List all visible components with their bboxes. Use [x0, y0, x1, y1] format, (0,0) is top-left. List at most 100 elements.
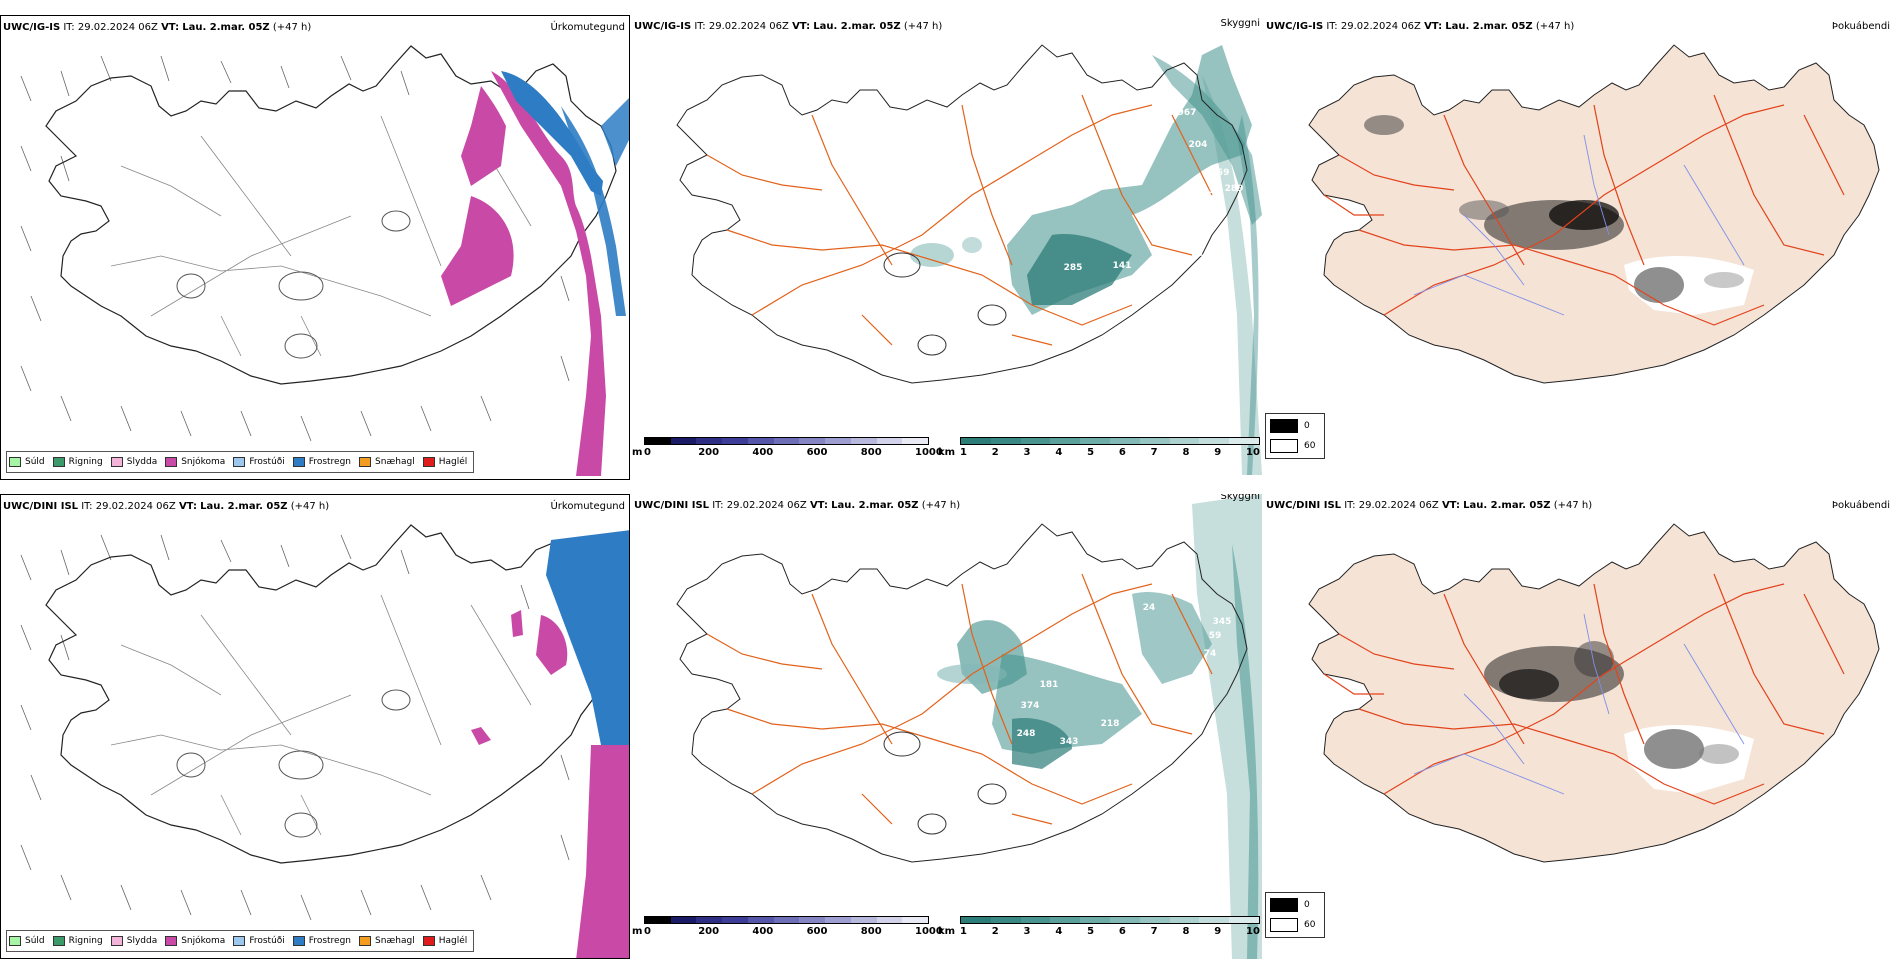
svg-text:200: 200 — [1057, 657, 1076, 667]
scale-swatch — [645, 438, 671, 444]
legend-swatch — [9, 457, 21, 467]
legend-label: Frostúði — [249, 457, 285, 467]
scale-swatch — [961, 438, 991, 444]
svg-text:74: 74 — [1204, 649, 1217, 659]
legend-label: Frostregn — [308, 457, 352, 467]
scale-tick-label: 10 — [1246, 447, 1260, 458]
legend-label: Súld — [25, 936, 45, 946]
parameter-label: Úrkomutegund — [550, 501, 625, 512]
height-labels: 24 345 59 74 200 181 374 218 248 343 169 — [1017, 603, 1232, 753]
legend-item: Haglél — [422, 457, 467, 467]
legend-item: Rigning — [52, 936, 103, 946]
scale-tick-label: 1000 — [915, 447, 943, 458]
scale-swatch — [696, 438, 723, 444]
scale-tick-label: 8 — [1182, 447, 1190, 458]
legend-label: Snjókoma — [181, 457, 226, 467]
scale-tick-label: 3 — [1023, 447, 1031, 458]
scale-tick-label: 4 — [1055, 926, 1063, 937]
svg-text:233: 233 — [1155, 238, 1174, 248]
scale-swatch — [670, 438, 697, 444]
scale-tick-label: 2 — [991, 447, 999, 458]
legend-swatch — [233, 457, 246, 467]
scale-tick-label: 7 — [1150, 926, 1158, 937]
scale-tick-label: 2 — [991, 926, 999, 937]
scale-swatch — [1199, 917, 1230, 923]
legend-item: Haglél — [422, 936, 467, 946]
svg-text:158: 158 — [1203, 186, 1222, 196]
scale-swatch — [850, 438, 877, 444]
scale-tick-label: 0 — [644, 447, 651, 458]
scale-swatch — [825, 917, 851, 923]
visibility-map: 967 204 159 158 289 54 233 743 285 141 2… — [632, 15, 1262, 475]
svg-text:159: 159 — [1211, 168, 1230, 178]
scale-swatch — [670, 917, 697, 923]
scale-swatch — [1020, 917, 1051, 923]
precip-panel-bottom: UWC/DINI ISL IT: 29.02.2024 06Z VT: Lau.… — [0, 494, 630, 959]
scale-swatch — [747, 917, 774, 923]
scale-swatch — [722, 917, 748, 923]
svg-text:248: 248 — [1017, 729, 1036, 739]
scale-swatch — [747, 438, 774, 444]
legend-swatch — [359, 936, 372, 946]
scale-tick-label: 9 — [1214, 447, 1222, 458]
visibility-panel-bottom: UWC/DINI ISL IT: 29.02.2024 06Z VT: Lau.… — [632, 494, 1262, 959]
height-scale-bottom: m 0 200 400 600 800 1000 — [632, 916, 943, 946]
snow-area — [491, 71, 606, 476]
visibility-scale-bottom: km 1 2 3 4 5 6 7 8 9 10 — [938, 916, 1263, 946]
legend-item: Snæhagl — [359, 936, 415, 946]
scale-swatch — [1109, 917, 1140, 923]
scale-tick-label: 400 — [752, 926, 774, 937]
legend-item: Rigning — [52, 457, 103, 467]
scale-tick-label: 400 — [752, 447, 774, 458]
legend-item: Snæhagl — [359, 457, 415, 467]
fog-panel-bottom: UWC/DINI ISL IT: 29.02.2024 06Z VT: Lau.… — [1264, 494, 1894, 959]
legend-label: Frostregn — [308, 936, 352, 946]
scale-tick-label: 1 — [960, 926, 967, 937]
scale-swatch — [990, 438, 1021, 444]
scale-tick-label: 6 — [1118, 447, 1126, 458]
scale-swatch — [902, 438, 929, 444]
scale-swatch — [696, 917, 723, 923]
legend-item: Snjókoma — [165, 457, 225, 467]
scale-swatch — [876, 438, 903, 444]
svg-text:24: 24 — [1143, 603, 1156, 613]
scale-tick-label: 9 — [1214, 926, 1222, 937]
legend-swatch — [110, 936, 123, 946]
scale-tick-label: 600 — [806, 447, 828, 458]
legend-item: Frostregn — [292, 457, 352, 467]
panel-title: UWC/DINI ISL IT: 29.02.2024 06Z VT: Lau.… — [634, 500, 961, 511]
precip-map — [20, 495, 629, 958]
scale-swatch — [1080, 917, 1110, 923]
scale-tick-label: 8 — [1182, 926, 1190, 937]
fog-legend-top: 0 60 — [1265, 413, 1325, 459]
scale-tick-label: 800 — [860, 447, 882, 458]
svg-text:207: 207 — [983, 254, 1002, 264]
visibility-scale-top: km 1 2 3 4 5 6 7 8 9 10 — [938, 437, 1263, 467]
scale-swatch — [773, 438, 800, 444]
scale-tick-label: 3 — [1023, 926, 1031, 937]
fog-map — [1264, 494, 1894, 959]
legend-swatch — [165, 457, 178, 467]
scale-swatch — [1139, 438, 1170, 444]
legend-item: Frostregn — [292, 936, 352, 946]
svg-text:141: 141 — [1113, 261, 1132, 271]
scale-swatch — [773, 917, 800, 923]
scale-tick-label: 10 — [1246, 926, 1260, 937]
svg-text:343: 343 — [1060, 737, 1079, 747]
parameter-label: Þokuábendi — [1831, 21, 1890, 32]
legend-item: Snjókoma — [165, 936, 225, 946]
legend-item: Slydda — [110, 457, 158, 467]
svg-text:285: 285 — [1064, 263, 1083, 273]
legend-label: Snæhagl — [375, 457, 415, 467]
legend-label: Slydda — [126, 457, 158, 467]
scale-swatch — [902, 917, 929, 923]
freezing-rain-area — [501, 71, 603, 196]
legend-swatch — [110, 457, 123, 467]
legend-swatch — [359, 457, 372, 467]
scale-tick-label: 5 — [1087, 926, 1095, 937]
scale-tick-label: 1000 — [915, 926, 943, 937]
legend-label: Súld — [25, 457, 45, 467]
visibility-panel-top: UWC/IG-IS IT: 29.02.2024 06Z VT: Lau. 2.… — [632, 15, 1262, 480]
scale-swatch — [990, 917, 1021, 923]
legend-swatch — [422, 936, 435, 946]
